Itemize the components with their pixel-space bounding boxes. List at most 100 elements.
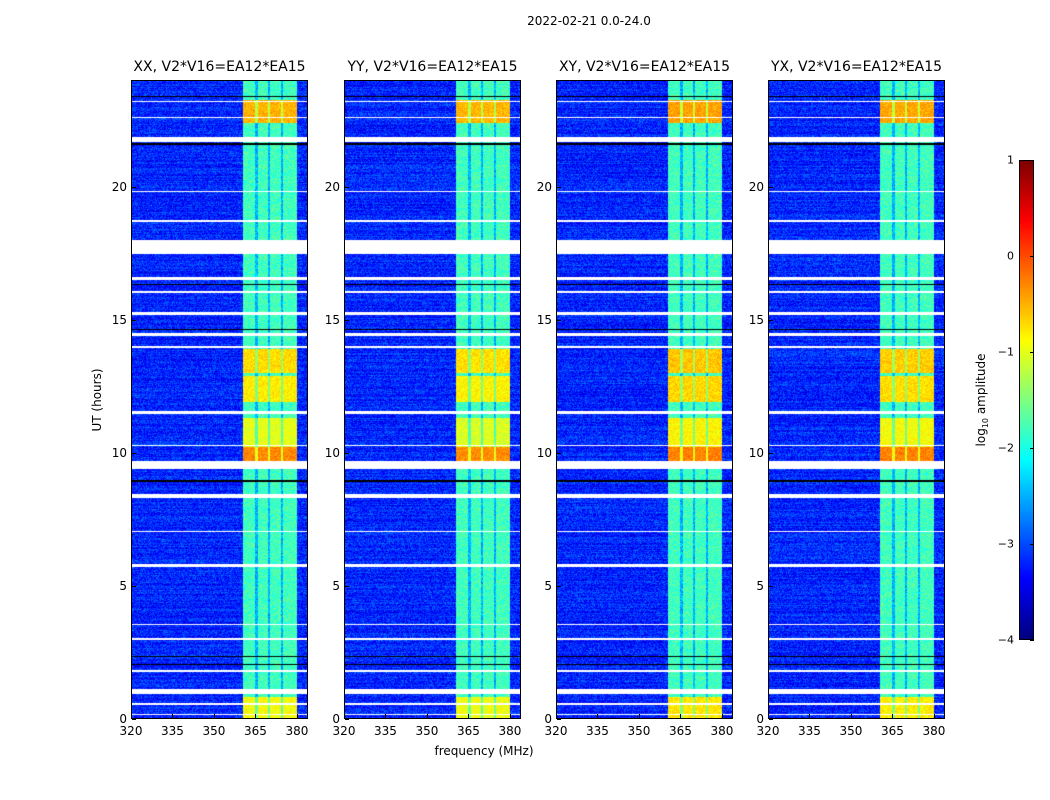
y-tick-label: 20	[324, 179, 340, 194]
y-tick-label: 0	[544, 712, 552, 726]
y-tick-mark	[345, 319, 349, 321]
x-tick-mark	[131, 714, 132, 718]
y-axis-label: UT (hours)	[90, 368, 104, 432]
y-tick-mark	[345, 186, 349, 188]
y-tick-label: 0	[332, 712, 340, 726]
y-tick-label: 15	[324, 312, 340, 327]
x-tick-label: 320	[332, 724, 356, 738]
x-tick-label: 365	[457, 724, 480, 738]
heatmap-image-0	[132, 81, 307, 718]
x-tick-label: 350	[415, 724, 439, 738]
x-tick-mark	[850, 714, 852, 718]
y-tick-label: 15	[536, 312, 552, 327]
x-tick-mark	[892, 714, 894, 718]
y-tick-mark	[769, 319, 773, 321]
y-tick-label: 0	[756, 712, 764, 726]
colorbar-tick-label: −3	[997, 537, 1014, 551]
x-tick-mark	[933, 714, 935, 718]
colorbar-tick-label: 1	[1007, 153, 1014, 167]
x-tick-mark	[213, 714, 215, 718]
x-tick-label: 365	[244, 724, 267, 738]
y-tick-mark	[557, 186, 561, 188]
x-tick-label: 380	[285, 724, 309, 738]
colorbar-tick-mark	[1030, 256, 1034, 257]
y-tick-label: 5	[119, 578, 127, 593]
x-tick-mark	[426, 714, 428, 718]
colorbar-tick-label: −1	[997, 345, 1014, 359]
y-tick-mark	[132, 719, 136, 720]
heatmap-panel-0	[131, 80, 308, 719]
x-tick-label: 350	[202, 724, 226, 738]
y-tick-label: 15	[748, 312, 764, 327]
y-tick-label: 20	[748, 179, 764, 194]
y-tick-label: 10	[111, 445, 127, 460]
x-tick-mark	[509, 714, 511, 718]
x-tick-mark	[556, 714, 557, 718]
y-tick-label: 5	[332, 578, 340, 593]
x-tick-mark	[809, 714, 811, 718]
x-tick-label: 365	[881, 724, 904, 738]
y-tick-mark	[132, 319, 136, 321]
x-tick-mark	[344, 714, 345, 718]
colorbar-tick-mark	[1030, 352, 1034, 353]
y-tick-label: 20	[111, 179, 127, 194]
y-tick-mark	[557, 585, 561, 587]
x-tick-label: 335	[798, 724, 821, 738]
x-tick-label: 350	[627, 724, 651, 738]
figure-title: 2022-02-21 0.0-24.0	[527, 14, 651, 28]
x-tick-mark	[468, 714, 470, 718]
x-tick-mark	[172, 714, 174, 718]
heatmap-panel-3	[768, 80, 945, 719]
x-tick-mark	[768, 714, 769, 718]
panel-title-0: XX, V2*V16=EA12*EA15	[133, 59, 306, 75]
y-tick-label: 10	[748, 445, 764, 460]
y-tick-mark	[132, 452, 136, 454]
colorbar-tick-label: −2	[997, 441, 1014, 455]
x-tick-label: 380	[710, 724, 734, 738]
colorbar-tick-mark	[1030, 640, 1034, 641]
colorbar-tick-label: 0	[1007, 249, 1014, 263]
colorbar-tick-mark	[1030, 448, 1034, 449]
x-tick-mark	[296, 714, 298, 718]
y-tick-label: 10	[536, 445, 552, 460]
colorbar-label: log10 amplitude	[973, 353, 991, 447]
y-tick-label: 0	[119, 712, 127, 726]
y-tick-mark	[769, 452, 773, 454]
heatmap-panel-1	[344, 80, 521, 719]
x-tick-mark	[721, 714, 723, 718]
x-tick-mark	[638, 714, 640, 718]
y-tick-mark	[557, 719, 561, 720]
x-tick-mark	[680, 714, 682, 718]
heatmap-image-1	[345, 81, 520, 718]
x-tick-label: 320	[544, 724, 568, 738]
x-tick-label: 320	[119, 724, 143, 738]
x-tick-label: 335	[586, 724, 609, 738]
y-tick-label: 5	[544, 578, 552, 593]
x-tick-label: 380	[922, 724, 946, 738]
x-tick-mark	[597, 714, 599, 718]
colorbar	[1019, 160, 1034, 640]
y-tick-label: 10	[324, 445, 340, 460]
x-tick-label: 365	[669, 724, 692, 738]
panel-title-1: YY, V2*V16=EA12*EA15	[347, 59, 518, 75]
panel-title-3: YX, V2*V16=EA12*EA15	[770, 59, 943, 75]
y-tick-label: 20	[536, 179, 552, 194]
colorbar-tick-mark	[1030, 160, 1034, 161]
y-tick-label: 15	[111, 312, 127, 327]
x-tick-label: 335	[161, 724, 184, 738]
y-tick-mark	[345, 452, 349, 454]
y-tick-mark	[345, 585, 349, 587]
y-tick-mark	[132, 585, 136, 587]
y-tick-mark	[769, 585, 773, 587]
y-tick-mark	[769, 719, 773, 720]
y-tick-mark	[132, 186, 136, 188]
y-tick-mark	[557, 319, 561, 321]
x-tick-label: 350	[839, 724, 863, 738]
y-tick-mark	[345, 719, 349, 720]
heatmap-panel-2	[556, 80, 733, 719]
x-tick-mark	[255, 714, 257, 718]
heatmap-image-3	[769, 81, 944, 718]
y-tick-label: 5	[756, 578, 764, 593]
colorbar-tick-mark	[1030, 544, 1034, 545]
